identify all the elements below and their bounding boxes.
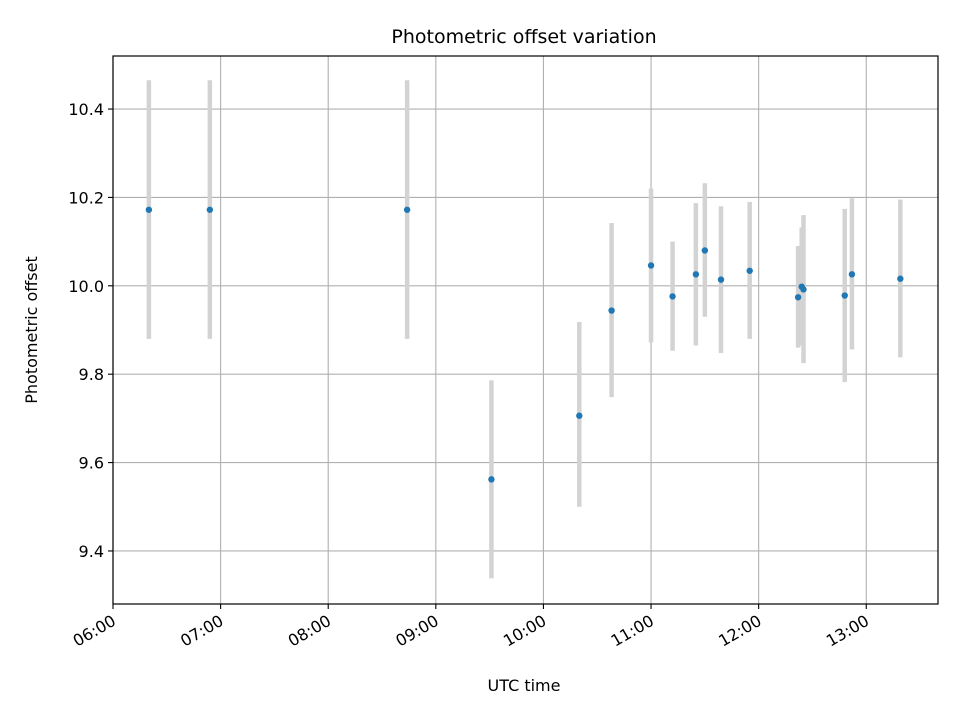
y-tick-label: 10.4 [68,100,104,119]
data-point [669,293,676,300]
x-tick-label: 13:00 [823,611,872,651]
y-tick-label: 10.2 [68,188,104,207]
data-point [794,294,802,301]
data-point [800,286,807,293]
chart-title: Photometric offset variation [391,26,656,48]
x-axis-label: UTC time [488,676,561,695]
x-tick-label: 10:00 [500,611,549,651]
data-point [717,276,725,283]
x-axis-ticks: 06:00 07:00 08:00 09:00 10:00 11:00 12:00 13:00 [70,604,872,651]
y-tick-label: 9.4 [79,542,104,561]
data-point [647,262,655,269]
y-tick-label: 9.8 [79,365,104,384]
data-point [608,307,615,314]
data-point [848,271,856,278]
error-bars [146,80,903,579]
data-point [206,206,214,213]
grid-lines [112,56,938,604]
data-point [403,206,411,213]
data-point [692,271,700,278]
data-point [488,476,495,483]
data-point [746,267,753,274]
x-tick-label: 11:00 [608,611,657,651]
y-axis-ticks: 9.4 9.6 9.8 10.0 10.2 10.4 [68,100,113,561]
data-point [701,247,709,254]
data-point [576,412,583,419]
y-axis-label: Photometric offset [22,256,41,404]
data-point [841,292,848,299]
y-tick-label: 10.0 [68,277,104,296]
data-points [145,206,904,483]
x-tick-label: 09:00 [392,611,441,651]
x-tick-label: 08:00 [285,611,334,651]
x-tick-label: 07:00 [177,611,226,651]
y-tick-label: 9.6 [79,454,104,473]
plot-frame [112,55,939,605]
data-point [897,275,904,282]
data-point [145,206,153,213]
x-tick-label: 06:00 [70,611,119,651]
x-tick-label: 12:00 [715,611,764,651]
